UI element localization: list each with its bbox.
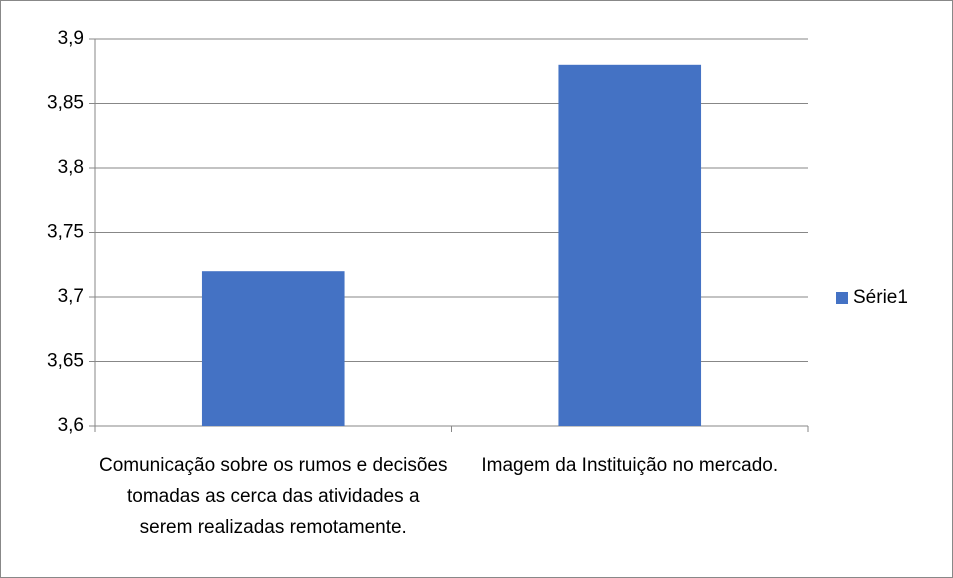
y-tick-label: 3,9	[58, 28, 84, 49]
y-tick-label: 3,6	[58, 415, 84, 436]
bar	[558, 64, 702, 427]
y-tick-label: 3,65	[47, 351, 84, 372]
x-tick-label: Imagem da Instituição no mercado.	[481, 455, 779, 476]
y-tick-label: 3,75	[47, 222, 84, 243]
y-tick-label: 3,8	[58, 157, 84, 178]
legend-label: Série1	[853, 287, 908, 308]
bar	[201, 271, 345, 426]
legend-swatch	[836, 292, 848, 304]
y-tick-label: 3,85	[47, 93, 84, 114]
y-tick-label: 3,7	[58, 286, 84, 307]
x-tick-label: Comunicação sobre os rumos e decisões to…	[98, 455, 448, 538]
